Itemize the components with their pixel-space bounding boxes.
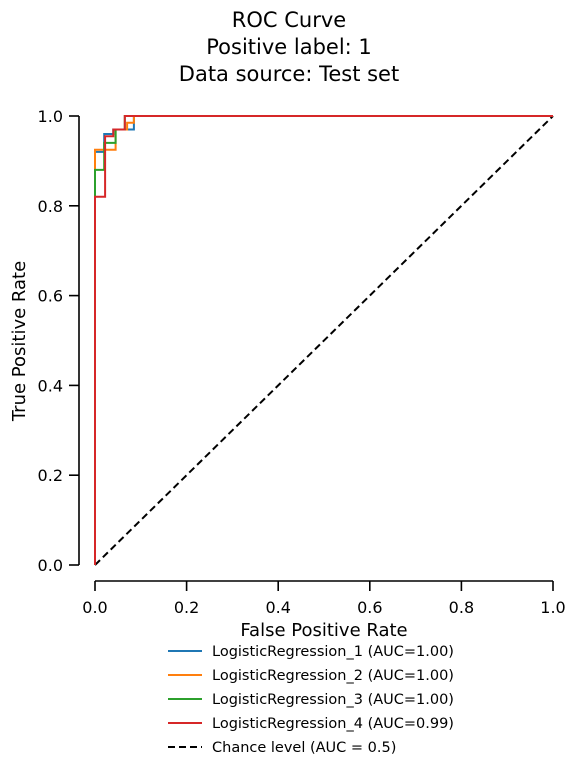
- title-line-2: Positive label: 1: [206, 35, 372, 59]
- y-tick-label: 0.8: [38, 197, 63, 216]
- x-tick-label: 1.0: [540, 598, 565, 617]
- x-tick-label: 0.4: [265, 598, 290, 617]
- axes: 0.0 0.2 0.4 0.6 0.8 1.0 0.0 0.2 0.4 0.6 0.8 1.0: [38, 107, 566, 617]
- y-tick-label: 0.6: [38, 287, 63, 306]
- title-line-3: Data source: Test set: [179, 62, 399, 86]
- y-tick-label: 0.4: [38, 376, 63, 395]
- x-tick-label: 0.8: [449, 598, 474, 617]
- roc-curve-2: [94, 115, 553, 565]
- legend-label: LogisticRegression_2 (AUC=1.00): [212, 668, 454, 684]
- x-tick-label: 0.2: [174, 598, 199, 617]
- series-layer: [94, 115, 554, 566]
- y-tick-label: 0.2: [38, 466, 63, 485]
- legend-label: Chance level (AUC = 0.5): [212, 740, 396, 756]
- x-axis-label: False Positive Rate: [240, 620, 407, 641]
- legend-label: LogisticRegression_1 (AUC=1.00): [212, 644, 454, 660]
- y-tick-label: 1.0: [38, 107, 63, 126]
- chance-level-line: [94, 115, 554, 566]
- x-tick-label: 0.0: [82, 598, 107, 617]
- legend-label: LogisticRegression_3 (AUC=1.00): [212, 692, 454, 708]
- y-tick-label: 0.0: [38, 556, 63, 575]
- roc-curve-4: [94, 115, 553, 565]
- x-tick-label: 0.6: [357, 598, 382, 617]
- legend-label: LogisticRegression_4 (AUC=0.99): [212, 716, 454, 732]
- legend: LogisticRegression_1 (AUC=1.00) LogisticR…: [168, 644, 454, 756]
- chart-title: ROC Curve Positive label: 1 Data source:…: [179, 8, 399, 86]
- y-axis-label: True Positive Rate: [9, 261, 30, 422]
- title-line-1: ROC Curve: [232, 8, 346, 32]
